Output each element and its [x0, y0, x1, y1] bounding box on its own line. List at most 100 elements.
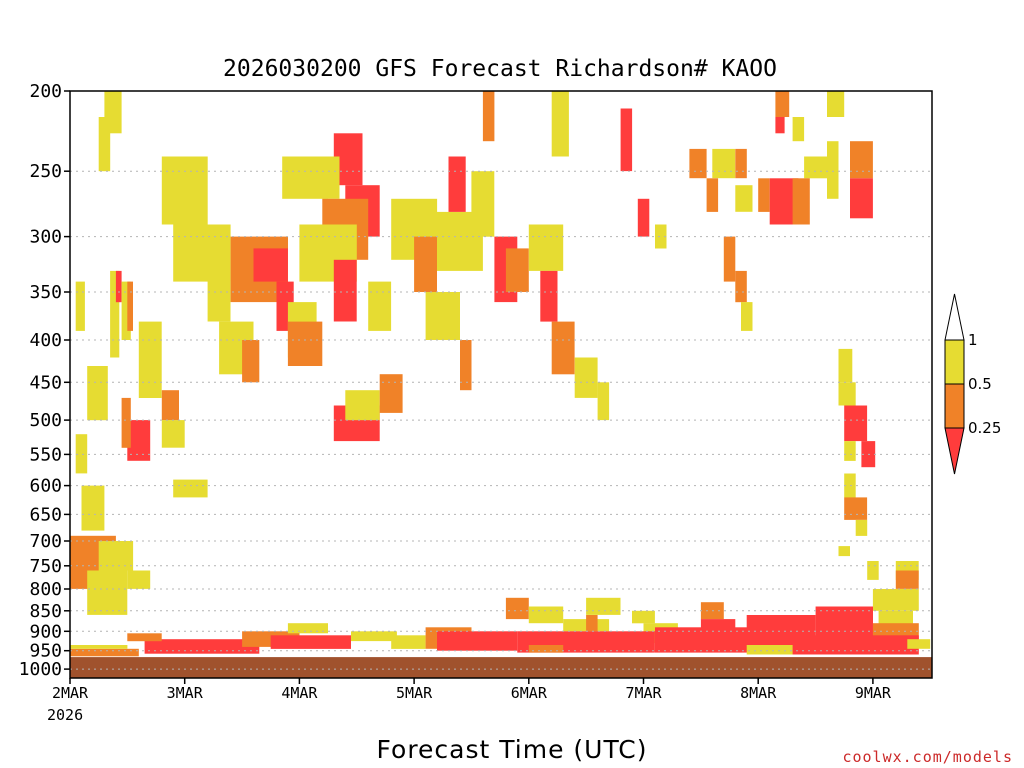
- ri-cell: [689, 148, 707, 179]
- x-tick-label: 5MAR: [396, 684, 433, 702]
- legend-label: 0.25: [968, 419, 1001, 437]
- ri-cell: [121, 397, 131, 448]
- y-tick-label: 900: [29, 621, 62, 642]
- ri-cell: [345, 390, 380, 421]
- x-tick-label: 7MAR: [625, 684, 662, 702]
- ri-cell: [414, 236, 437, 292]
- ri-cell: [827, 91, 845, 117]
- ri-cell: [706, 178, 719, 212]
- ri-cell: [712, 148, 736, 179]
- ri-cell: [551, 321, 575, 375]
- y-tick-label: 300: [29, 227, 62, 248]
- ri-cell: [81, 485, 105, 531]
- ri-cell: [87, 570, 128, 615]
- ri-cell: [735, 185, 753, 212]
- ri-cell: [322, 156, 340, 199]
- y-tick-label: 800: [29, 579, 62, 600]
- legend-top-triangle: [944, 293, 965, 341]
- ri-cell: [115, 270, 122, 303]
- ri-cell: [867, 561, 879, 580]
- y-tick-label: 400: [29, 330, 62, 351]
- y-tick-label: 550: [29, 444, 62, 465]
- ri-cell: [282, 156, 329, 199]
- plot-frame: [69, 90, 933, 679]
- ri-cell: [741, 302, 753, 331]
- ri-cell: [425, 292, 460, 340]
- y-tick-label: 650: [29, 504, 62, 525]
- ri-cell: [850, 178, 873, 219]
- ri-cell: [110, 270, 120, 358]
- ri-cell: [540, 270, 558, 322]
- ri-cell: [173, 479, 208, 498]
- ri-cell: [98, 117, 111, 172]
- y-tick-label: 350: [29, 282, 62, 303]
- ri-cell: [138, 321, 162, 398]
- x-tick-label: 2MAR: [52, 684, 89, 702]
- ri-cell: [437, 631, 518, 651]
- ri-cell: [855, 519, 868, 536]
- ri-cell: [270, 635, 351, 649]
- ri-cell: [804, 156, 827, 179]
- ri-cell: [333, 259, 357, 322]
- ri-cell: [792, 178, 810, 225]
- legend-label: 1: [968, 331, 978, 349]
- y-tick-label: 200: [29, 81, 62, 102]
- ground-layer: [70, 657, 932, 678]
- ri-cell: [746, 645, 793, 655]
- ri-cell: [907, 639, 931, 649]
- ri-cell: [161, 390, 179, 421]
- x-tick-label: 6MAR: [511, 684, 548, 702]
- ri-cell: [586, 615, 598, 632]
- ri-cell: [161, 420, 185, 448]
- ri-cell: [127, 420, 151, 461]
- ri-cell: [844, 473, 856, 498]
- ri-cell: [792, 117, 805, 142]
- ri-cell: [655, 224, 667, 249]
- legend-label: 0.5: [968, 375, 992, 393]
- ri-cell: [528, 224, 564, 271]
- ri-cell: [144, 639, 260, 654]
- x-tick-label: 9MAR: [855, 684, 892, 702]
- ri-cell: [287, 321, 323, 366]
- legend: 1 0.5 0.25: [944, 293, 1001, 475]
- ri-cell: [253, 248, 288, 282]
- ri-cell: [735, 270, 747, 303]
- ri-cell: [448, 156, 466, 212]
- ri-cell: [838, 382, 856, 406]
- ri-cell: [528, 645, 564, 653]
- ri-cell: [528, 606, 564, 624]
- x-tick-label: 8MAR: [740, 684, 777, 702]
- ri-cell: [98, 541, 134, 571]
- x-axis: 2MAR 3MAR 4MAR 5MAR 6MAR 7MAR 8MAR 9MAR: [52, 678, 892, 702]
- ri-cell: [844, 405, 868, 442]
- ri-cell: [895, 570, 919, 589]
- y-tick-label: 700: [29, 531, 62, 552]
- ri-cell: [844, 441, 856, 461]
- ri-cell: [161, 156, 208, 225]
- ri-cell: [850, 141, 873, 179]
- ri-cell: [769, 635, 919, 655]
- ri-cell: [75, 281, 85, 331]
- y-tick-label: 450: [29, 372, 62, 393]
- ri-cell: [207, 236, 231, 322]
- ri-cell: [482, 91, 495, 142]
- ri-cell: [838, 546, 850, 557]
- ri-cell: [505, 248, 529, 292]
- ri-cell: [70, 645, 128, 649]
- y-tick-label: 1000: [19, 659, 62, 680]
- ri-cell: [844, 497, 868, 520]
- ri-cell: [637, 198, 650, 237]
- x-year-label: 2026: [47, 706, 83, 724]
- ri-cell: [351, 631, 397, 642]
- plot-area: [70, 91, 932, 678]
- legend-band-0.5-1: [944, 339, 965, 385]
- ri-cell: [379, 374, 403, 413]
- ri-cell: [127, 281, 133, 331]
- ri-cell: [597, 382, 610, 421]
- y-tick-label: 600: [29, 476, 62, 497]
- ri-cell: [735, 148, 747, 179]
- ri-cell: [75, 434, 88, 474]
- y-tick-label: 950: [29, 641, 62, 662]
- ri-cell: [460, 340, 472, 391]
